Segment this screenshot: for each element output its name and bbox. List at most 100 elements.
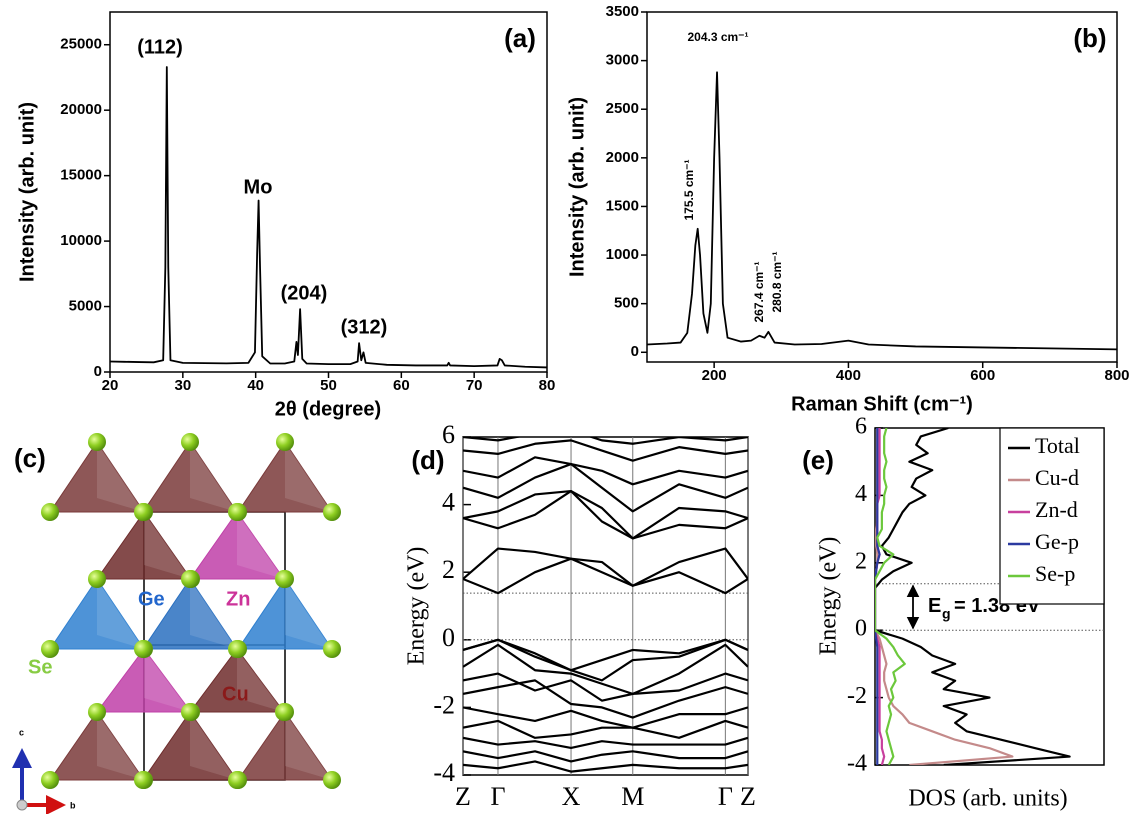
atom [276, 433, 294, 451]
data-line [463, 464, 748, 511]
atom [276, 570, 294, 588]
annotation: E [928, 595, 941, 617]
atom-label: Ge [138, 588, 165, 610]
annotation: 175.5 cm⁻¹ [682, 159, 696, 220]
data-line [463, 640, 748, 670]
x-tick-label: 40 [247, 377, 264, 394]
plot-frame [110, 12, 547, 372]
x-axis-label: Raman Shift (cm⁻¹) [791, 393, 973, 415]
atom [88, 703, 106, 721]
annotation: (204) [281, 282, 328, 304]
y-tick-label: -4 [847, 751, 867, 777]
annotation: (112) [137, 36, 183, 58]
y-tick-label: -2 [847, 683, 867, 709]
y-tick-label: 1500 [606, 197, 639, 214]
x-axis-label: DOS (arb. units) [908, 786, 1067, 812]
x-tick-label: Z [740, 782, 756, 811]
x-axis-label: 2θ (degree) [275, 398, 381, 420]
page: Figure {"chart_data": [ {"type": "line",… [0, 0, 1134, 814]
y-tick-label: 0 [631, 343, 639, 360]
y-tick-label: 25000 [60, 36, 102, 53]
y-tick-label: 15000 [60, 167, 102, 184]
y-tick-label: 2 [442, 555, 455, 584]
y-tick-label: 500 [614, 295, 639, 312]
atom [88, 433, 106, 451]
axis-label: c [19, 727, 24, 737]
x-tick-label: 800 [1104, 367, 1129, 384]
y-tick-label: 3000 [606, 52, 639, 69]
y-tick-label: 4 [442, 488, 455, 517]
annotation: 204.3 cm⁻¹ [687, 30, 748, 44]
plot-frame [647, 12, 1117, 362]
atom [229, 640, 247, 658]
x-tick-label: 30 [174, 377, 191, 394]
legend-label: Se-p [1035, 561, 1075, 586]
y-axis-label: Intensity (arb. unit) [16, 102, 38, 282]
atom [229, 771, 247, 789]
data-line [463, 491, 748, 538]
panel-label: (d) [411, 445, 444, 475]
data-line [463, 457, 748, 484]
body: (c) Ge Zn Se Cu c b 05000100001500020000… [0, 0, 1134, 814]
y-tick-label: 0 [855, 616, 867, 642]
figure: (c) Ge Zn Se Cu c b 05000100001500020000… [0, 0, 1134, 814]
y-tick-label: 6 [855, 414, 867, 440]
atom [88, 570, 106, 588]
annotation: 280.8 cm⁻¹ [770, 251, 784, 312]
x-tick-label: 200 [702, 367, 727, 384]
x-tick-label: X [562, 782, 581, 811]
x-tick-label: 20 [102, 377, 119, 394]
y-axis-label: Energy (eV) [816, 537, 842, 656]
data-line [110, 67, 547, 367]
chart: 050001000015000200002500020304050607080(… [16, 12, 555, 420]
panel-label: (a) [504, 23, 536, 53]
data-line [463, 751, 748, 761]
x-tick-label: Γ [718, 782, 733, 811]
panel-label: (e) [802, 445, 834, 475]
atom [134, 640, 152, 658]
y-axis-label: Energy (eV) [404, 547, 430, 666]
annotation: 267.4 cm⁻¹ [752, 261, 766, 322]
data-line [463, 738, 748, 748]
legend-label: Zn-d [1035, 497, 1078, 522]
y-axis-label: Intensity (arb. unit) [566, 97, 588, 277]
atom [323, 640, 341, 658]
atom [229, 503, 247, 521]
axis-origin [17, 800, 27, 810]
atom [323, 503, 341, 521]
y-tick-label: 0 [442, 623, 455, 652]
atom [41, 503, 59, 521]
x-tick-label: 80 [539, 377, 556, 394]
y-tick-label: 10000 [60, 232, 102, 249]
y-tick-label: 1000 [606, 246, 639, 263]
chart: 0500100015002000250030003500200400600800… [566, 3, 1129, 415]
atom [134, 771, 152, 789]
y-tick-label: 4 [855, 481, 867, 507]
y-tick-label: -4 [433, 758, 455, 787]
annotation: g [942, 606, 951, 622]
data-line [463, 761, 748, 771]
atom [276, 703, 294, 721]
x-tick-label: 70 [466, 377, 483, 394]
data-line [463, 549, 748, 586]
atom [134, 503, 152, 521]
x-tick-label: 600 [970, 367, 995, 384]
atom [323, 771, 341, 789]
y-tick-label: 20000 [60, 101, 102, 118]
atom [181, 433, 199, 451]
atom-label: Cu [222, 683, 249, 705]
y-tick-label: 5000 [69, 298, 102, 315]
x-tick-label: M [621, 782, 644, 811]
atom-label: Se [28, 656, 52, 678]
y-tick-label: 2000 [606, 149, 639, 166]
legend-label: Ge-p [1035, 529, 1079, 554]
atom [181, 703, 199, 721]
panel-label: (b) [1073, 23, 1106, 53]
x-tick-label: 400 [836, 367, 861, 384]
x-tick-label: Γ [490, 782, 505, 811]
data-line [463, 491, 748, 538]
y-tick-label: 2 [855, 548, 867, 574]
crystal-structure [41, 433, 341, 789]
annotation: (312) [341, 316, 388, 338]
